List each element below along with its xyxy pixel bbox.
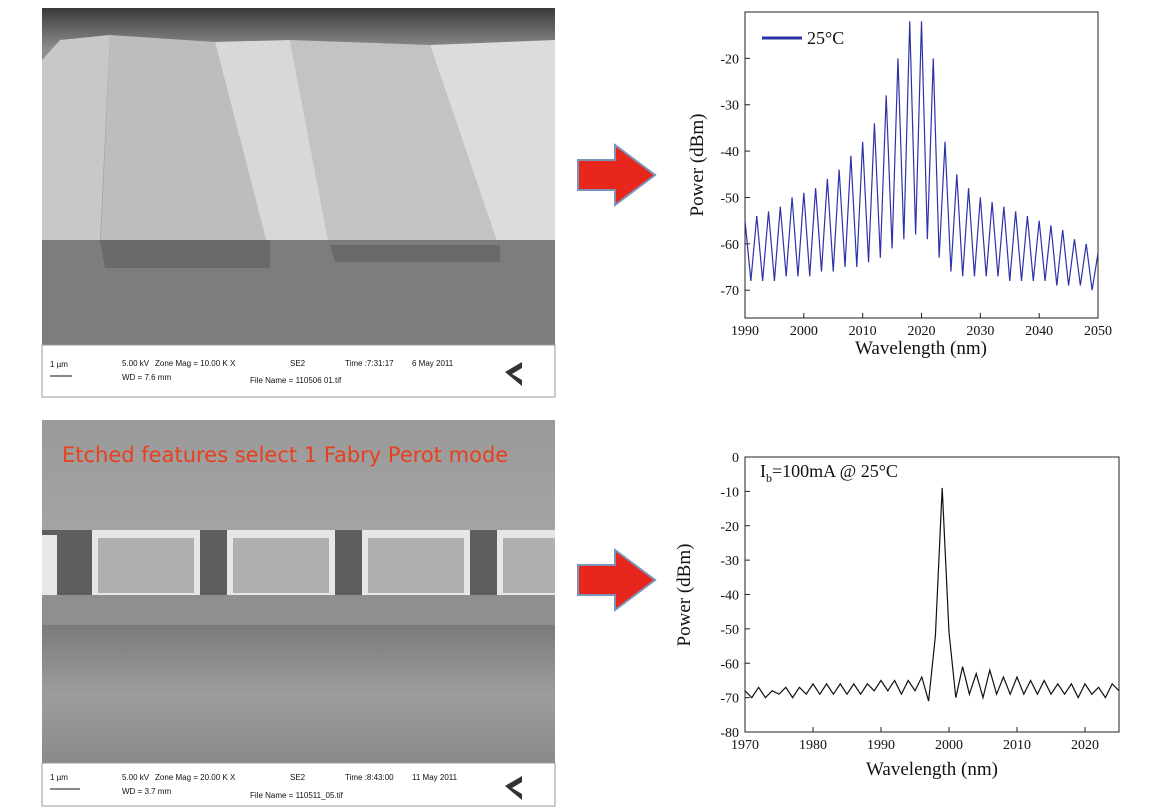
detector: SE2	[290, 359, 306, 368]
date: 11 May 2011	[412, 773, 458, 782]
sem-image: Etched features select 1 Fabry Perot mod…	[41, 420, 556, 807]
x-tick-label: 1990	[867, 738, 895, 753]
sem-info-bar: 1 µm 5.00 kV Zone Mag = 10.00 K X SE2 Ti…	[50, 359, 522, 386]
file-name: File Name = 110506 01.tif	[250, 376, 342, 385]
chart: 1970 1980 1990 2000 2010 2020 -80 -70 -60 -50 -40 -…	[674, 451, 1120, 780]
scale-label: 1 µm	[50, 773, 68, 782]
y-tick-label: -20	[720, 520, 739, 535]
annotation-part: I	[760, 461, 766, 481]
voltage: 5.00 kV	[122, 359, 150, 368]
y-axis-label: Power (dBm)	[674, 544, 695, 647]
x-tick-label: 2030	[966, 324, 994, 339]
x-tick-label: 2020	[1071, 738, 1099, 753]
x-axis-label: Wavelength (nm)	[866, 759, 998, 780]
charts: 1990 2000 2010 2020 2030 2040 2050 -70 -60 -50 -40…	[674, 11, 1120, 780]
voltage: 5.00 kV	[122, 773, 150, 782]
y-tick-label: -80	[720, 726, 739, 741]
sem-info-bar: 1 µm 5.00 kV Zone Mag = 20.00 K X SE2 Ti…	[50, 773, 522, 800]
series-line	[744, 21, 1099, 291]
y-tick-label: -70	[720, 692, 739, 707]
working-distance: WD = 3.7 mm	[122, 787, 171, 796]
annotation-part: b	[766, 471, 772, 485]
chart: 1990 2000 2010 2020 2030 2040 2050 -70 -60 -50 -40…	[687, 11, 1112, 359]
y-axis-label: Power (dBm)	[687, 114, 708, 217]
caption: Etched features select 1 Fabry Perot mod…	[62, 443, 508, 467]
y-tick-label: -10	[720, 485, 739, 500]
x-axis-label: Wavelength (nm)	[855, 338, 987, 359]
time: Time :7:31:17	[345, 359, 394, 368]
x-tick-label: 1970	[731, 738, 759, 753]
y-tick-label: -40	[720, 589, 739, 604]
date: 6 May 2011	[412, 359, 454, 368]
x-tick-label: 2050	[1084, 324, 1112, 339]
y-tick-label: -60	[720, 238, 739, 253]
y-tick-label: -30	[720, 554, 739, 569]
magnification: Zone Mag = 10.00 K X	[155, 359, 236, 368]
y-tick-label: -50	[720, 623, 739, 638]
y-tick-label: -60	[720, 657, 739, 672]
logo	[505, 362, 522, 386]
y-tick-label: -20	[720, 52, 739, 67]
detector: SE2	[290, 773, 306, 782]
x-tick-label: 2010	[849, 324, 877, 339]
annotation: Ib=100mA @ 25°C	[760, 461, 898, 485]
magnification: Zone Mag = 20.00 K X	[155, 773, 236, 782]
y-tick-label: -70	[720, 284, 739, 299]
sem-image	[41, 8, 556, 398]
series-line	[744, 487, 1120, 702]
y-tick-label: -50	[720, 191, 739, 206]
annotation-part: =100mA @ 25°C	[772, 461, 898, 481]
file-name: File Name = 110511_05.tif	[250, 791, 344, 800]
y-tick-label: -40	[720, 145, 739, 160]
y-tick-label: -30	[720, 99, 739, 114]
x-tick-label: 2010	[1003, 738, 1031, 753]
x-tick-label: 2020	[908, 324, 936, 339]
legend-label: 25°C	[807, 28, 844, 48]
scale-label: 1 µm	[50, 360, 68, 369]
y-tick-label: 0	[732, 451, 739, 466]
x-tick-label: 1980	[799, 738, 827, 753]
x-tick-label: 1990	[731, 324, 759, 339]
arrow	[577, 143, 657, 207]
x-tick-label: 2000	[790, 324, 818, 339]
x-tick-label: 2000	[935, 738, 963, 753]
working-distance: WD = 7.6 mm	[122, 373, 171, 382]
time: Time :8:43:00	[345, 773, 394, 782]
logo	[505, 776, 522, 800]
arrow	[577, 548, 657, 612]
x-tick-label: 2040	[1025, 324, 1053, 339]
